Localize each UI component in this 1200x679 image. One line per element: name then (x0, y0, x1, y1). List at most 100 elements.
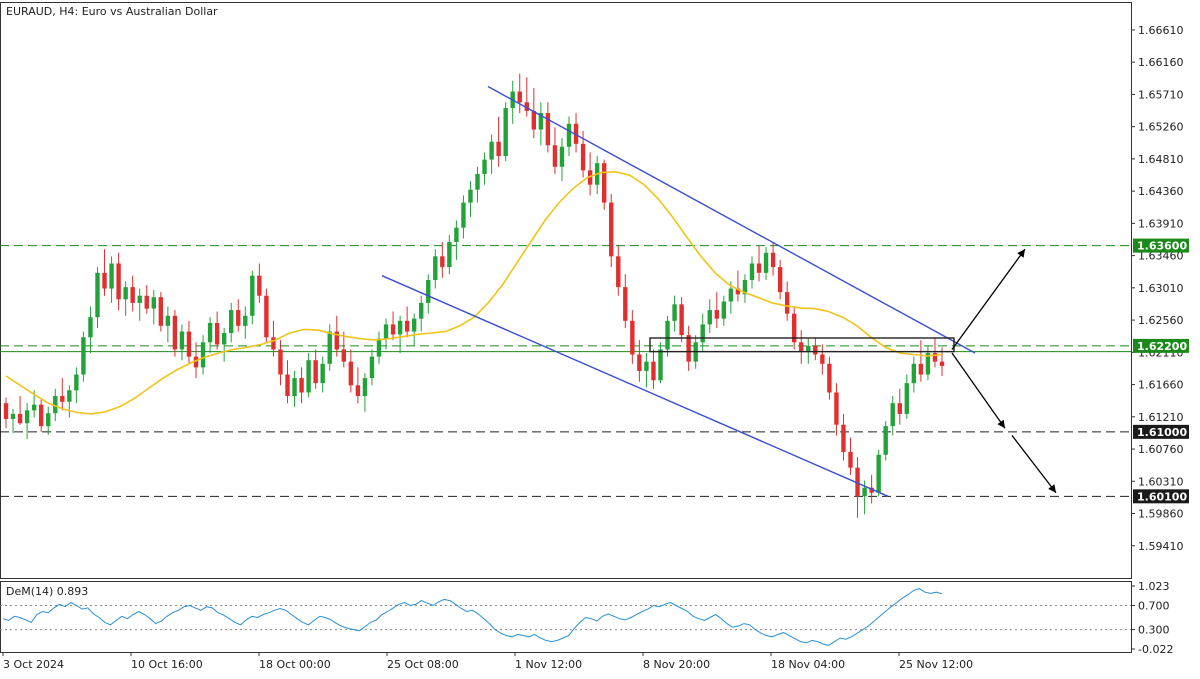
candle (876, 449, 881, 497)
candle-body (376, 338, 382, 357)
candle (179, 324, 185, 361)
candle (848, 437, 853, 475)
candle-body (229, 310, 234, 333)
y-tick-label: 1.64360 (1138, 185, 1184, 198)
candle (742, 274, 748, 303)
candle (538, 102, 544, 146)
candle-body (623, 287, 628, 321)
candle-body (53, 396, 58, 414)
candle (355, 367, 361, 404)
candle (130, 275, 135, 312)
candle (651, 349, 656, 389)
y-tick-label: 1.62560 (1138, 314, 1184, 327)
level-label: 1.62200 (1137, 340, 1187, 353)
candle (158, 292, 164, 332)
candle-body (221, 332, 227, 345)
candle-body (397, 320, 403, 335)
candle-body (932, 353, 938, 362)
candle (820, 344, 825, 375)
candle (109, 256, 114, 303)
candle-body (503, 108, 508, 157)
x-tick-label: 1 Nov 12:00 (515, 658, 582, 671)
candle (552, 127, 558, 174)
candle-body (651, 361, 656, 381)
candle-body (862, 487, 867, 497)
candle-body (158, 297, 164, 326)
candle-body (179, 331, 185, 350)
candle-body (88, 317, 93, 338)
candle-body (616, 256, 621, 288)
candle (510, 80, 515, 124)
candle-body (454, 227, 459, 242)
y-tick-label: 1.59860 (1138, 508, 1184, 521)
candle-body (193, 356, 199, 368)
candle-body (404, 320, 410, 332)
candle (904, 374, 910, 419)
candle (10, 408, 16, 434)
candle-body (939, 361, 945, 366)
x-tick-label: 10 Oct 16:00 (131, 658, 203, 671)
candle (489, 134, 494, 174)
candle-body (644, 361, 649, 371)
candle-body (334, 331, 339, 350)
candle (855, 456, 860, 518)
candle-body (834, 392, 839, 425)
candle-body (214, 322, 220, 345)
level-label: 1.63600 (1137, 240, 1187, 253)
candle (475, 166, 480, 203)
candle (60, 378, 65, 411)
x-tick-label: 3 Oct 2024 (3, 658, 64, 671)
candle-body (777, 267, 783, 293)
candle-body (123, 287, 128, 300)
arrow-down-1 (951, 352, 1006, 429)
candle (433, 249, 438, 289)
candle (707, 299, 712, 333)
candle (461, 195, 466, 239)
candle (327, 324, 332, 371)
candle-body (890, 403, 895, 427)
candle (151, 290, 156, 325)
candle (53, 388, 58, 422)
candle (440, 242, 445, 278)
candle (411, 313, 417, 346)
y-tick-label: 1.61210 (1138, 411, 1184, 424)
candle-body (869, 487, 874, 493)
candle-body (806, 345, 811, 352)
candle-body (278, 349, 283, 375)
candle (545, 102, 551, 153)
candle-body (728, 288, 734, 302)
candle (320, 356, 325, 393)
candle-body (3, 403, 9, 419)
candle-body (362, 378, 368, 397)
candle (390, 311, 396, 341)
candle (137, 288, 142, 321)
candle (503, 102, 508, 162)
channel-lower-line (381, 275, 889, 497)
candle-body (313, 360, 318, 384)
candle (186, 320, 192, 364)
candle (813, 337, 818, 361)
dem-tick-label: 0.700 (1138, 599, 1170, 612)
candle (221, 327, 227, 362)
candle-body (573, 123, 579, 144)
candle-body (264, 295, 269, 338)
candle-body (369, 356, 375, 379)
candle (587, 152, 593, 196)
candle (665, 315, 670, 357)
y-tick-label: 1.63910 (1138, 217, 1184, 230)
level-badge (1133, 238, 1189, 253)
candle (644, 353, 649, 388)
candle-body (545, 113, 551, 146)
candle (250, 270, 255, 325)
candle-body (799, 342, 804, 352)
candle-body (327, 331, 332, 364)
candle-body (144, 295, 149, 309)
x-tick-label: 8 Nov 20:00 (643, 658, 710, 671)
candle (102, 249, 107, 296)
candle (3, 397, 9, 429)
candle (271, 320, 276, 357)
candle-body (911, 363, 917, 384)
candle (116, 252, 121, 311)
level-badge (1133, 489, 1189, 504)
